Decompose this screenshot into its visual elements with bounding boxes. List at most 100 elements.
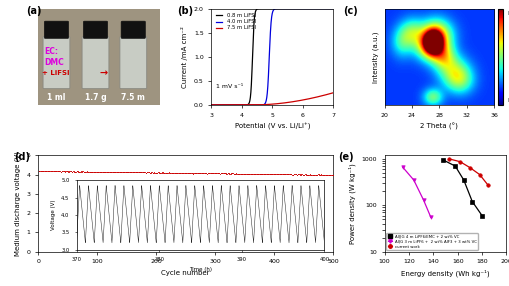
Point bbox=[45, 169, 53, 173]
Point bbox=[302, 172, 310, 177]
Point bbox=[159, 170, 167, 175]
Point bbox=[285, 172, 293, 176]
Point bbox=[170, 170, 178, 175]
Point bbox=[38, 168, 46, 173]
Point bbox=[100, 170, 108, 174]
Point bbox=[292, 172, 300, 176]
Point bbox=[271, 172, 279, 177]
Point bbox=[124, 170, 132, 175]
Point bbox=[187, 171, 195, 175]
Point bbox=[233, 171, 241, 176]
Point bbox=[241, 171, 249, 176]
Point bbox=[210, 171, 218, 176]
Point bbox=[119, 170, 127, 175]
Point bbox=[148, 170, 156, 175]
Point bbox=[184, 170, 192, 175]
Point bbox=[278, 172, 287, 176]
Point bbox=[171, 171, 179, 175]
Point bbox=[236, 171, 244, 176]
Point bbox=[81, 169, 89, 174]
Point bbox=[51, 169, 60, 174]
Point bbox=[189, 171, 197, 175]
Point bbox=[293, 172, 301, 177]
Point bbox=[46, 169, 54, 173]
Point bbox=[102, 170, 110, 174]
Point bbox=[287, 172, 295, 176]
Point bbox=[88, 169, 96, 174]
Point bbox=[318, 172, 326, 177]
Point bbox=[200, 171, 208, 176]
Point bbox=[71, 169, 79, 174]
Point bbox=[50, 169, 59, 174]
Point bbox=[261, 172, 269, 176]
Point bbox=[248, 171, 256, 176]
Point bbox=[268, 172, 276, 177]
Text: 7.5 m: 7.5 m bbox=[121, 93, 145, 102]
Point bbox=[82, 169, 91, 174]
Point bbox=[55, 169, 63, 174]
X-axis label: 2 Theta (°): 2 Theta (°) bbox=[420, 123, 458, 130]
Point bbox=[133, 170, 142, 174]
Point bbox=[108, 169, 117, 174]
Point bbox=[195, 171, 204, 175]
Point bbox=[307, 172, 316, 177]
Point bbox=[138, 170, 146, 174]
Point bbox=[152, 170, 160, 175]
Point bbox=[211, 171, 219, 176]
Point bbox=[319, 173, 327, 177]
Point bbox=[257, 172, 265, 176]
Point bbox=[75, 169, 83, 174]
Point bbox=[56, 169, 65, 174]
Point bbox=[144, 170, 152, 175]
Point bbox=[94, 170, 102, 174]
Point bbox=[315, 172, 323, 177]
Point bbox=[90, 170, 98, 174]
Point bbox=[317, 172, 325, 176]
Point bbox=[227, 171, 235, 176]
Point bbox=[126, 170, 134, 174]
Point bbox=[176, 170, 184, 175]
Point bbox=[54, 169, 62, 174]
Point bbox=[238, 171, 246, 176]
Point bbox=[259, 172, 267, 176]
Point bbox=[229, 171, 237, 176]
Point bbox=[260, 172, 268, 176]
Point bbox=[89, 169, 97, 174]
FancyBboxPatch shape bbox=[82, 37, 109, 89]
Point bbox=[253, 172, 261, 176]
Point bbox=[254, 171, 263, 176]
Point bbox=[95, 170, 103, 174]
Point bbox=[225, 171, 233, 176]
Point bbox=[114, 170, 122, 174]
Point bbox=[176, 171, 184, 175]
Point bbox=[199, 171, 207, 176]
Point bbox=[196, 171, 205, 176]
Point bbox=[150, 170, 158, 175]
Point bbox=[77, 169, 86, 174]
Point bbox=[219, 171, 227, 176]
Point bbox=[267, 172, 275, 176]
Point bbox=[223, 171, 232, 176]
Point bbox=[266, 172, 274, 176]
Point bbox=[165, 171, 173, 175]
Point bbox=[214, 171, 222, 176]
Point bbox=[48, 169, 56, 174]
Point bbox=[272, 172, 280, 176]
Point bbox=[287, 172, 295, 176]
Point bbox=[281, 172, 290, 176]
Point bbox=[135, 170, 144, 175]
Point bbox=[212, 171, 220, 176]
Point bbox=[46, 169, 54, 174]
Point bbox=[303, 172, 311, 177]
Point bbox=[76, 169, 84, 174]
Point bbox=[206, 171, 214, 176]
Point bbox=[293, 172, 301, 177]
Point bbox=[258, 171, 266, 176]
Point bbox=[193, 171, 201, 176]
Point bbox=[111, 170, 120, 174]
Point bbox=[267, 172, 275, 176]
Point bbox=[136, 170, 145, 175]
Point bbox=[234, 171, 242, 176]
Point bbox=[321, 173, 329, 177]
Point bbox=[86, 169, 94, 174]
